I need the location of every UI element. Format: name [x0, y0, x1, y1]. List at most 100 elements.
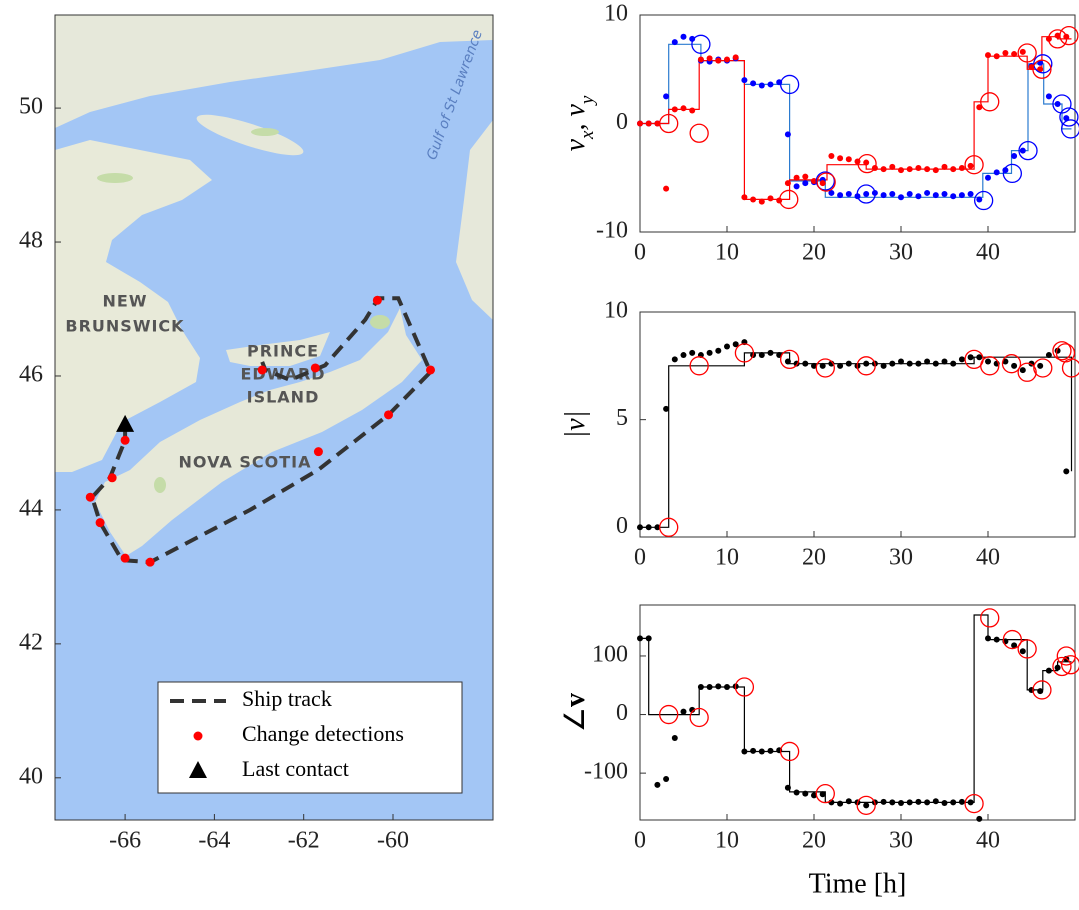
- change-detection: [121, 436, 130, 445]
- data-point: [707, 55, 713, 61]
- data-point: [959, 192, 965, 198]
- y-axis-label-part: v: [560, 693, 591, 707]
- data-point: [637, 121, 643, 127]
- data-point: [785, 785, 791, 791]
- change-detection: [258, 365, 267, 374]
- data-point: [907, 191, 913, 197]
- data-point: [950, 361, 956, 367]
- y-axis-label-part: y: [577, 95, 598, 106]
- change-detection: [146, 558, 155, 567]
- x-tick-label: 0: [634, 828, 646, 854]
- data-point: [968, 354, 974, 360]
- y-tick-label: 10: [604, 1, 628, 27]
- legend-swatch: [194, 732, 203, 741]
- data-point: [881, 363, 887, 369]
- region-label: ISLAND: [247, 388, 320, 407]
- data-point: [715, 683, 721, 689]
- data-point: [1046, 93, 1052, 99]
- x-tick-label: -60: [377, 828, 409, 854]
- data-point: [1046, 668, 1052, 674]
- data-point: [994, 637, 1000, 643]
- axes-frame: [640, 312, 1075, 537]
- data-point: [846, 798, 852, 804]
- x-tick-label: -64: [198, 828, 230, 854]
- y-axis-label: vx, vy: [560, 95, 597, 151]
- data-point: [942, 359, 948, 365]
- legend-label: Last contact: [242, 756, 349, 781]
- data-point: [985, 52, 991, 58]
- data-point: [1020, 49, 1026, 55]
- data-point: [802, 791, 808, 797]
- data-point: [942, 164, 948, 170]
- x-axis-label: Time [h]: [809, 868, 907, 899]
- data-point: [959, 356, 965, 362]
- x-tick-label: 30: [889, 240, 913, 266]
- data-point: [889, 164, 895, 170]
- data-point: [881, 799, 887, 805]
- x-tick-label: -66: [109, 828, 141, 854]
- x-tick-label: 10: [715, 545, 739, 571]
- data-point: [733, 54, 739, 60]
- data-point: [1055, 665, 1061, 671]
- data-point: [863, 802, 869, 808]
- data-point: [646, 121, 652, 127]
- x-tick-label: 20: [802, 240, 826, 266]
- y-axis-label-part: v: [560, 138, 591, 151]
- change-detection: [373, 296, 382, 305]
- y-tick-label: 46: [19, 361, 43, 387]
- data-point: [898, 359, 904, 365]
- change-detection: [426, 365, 435, 374]
- data-point: [846, 191, 852, 197]
- data-point: [950, 193, 956, 199]
- x-tick-label: 10: [715, 828, 739, 854]
- data-point: [750, 748, 756, 754]
- data-point: [985, 635, 991, 641]
- data-point: [959, 799, 965, 805]
- region-label: PRINCE: [247, 342, 319, 361]
- y-tick-label: 100: [592, 641, 628, 667]
- data-point: [863, 160, 869, 166]
- change-detection: [96, 518, 105, 527]
- x-tick-label: 40: [976, 545, 1000, 571]
- data-point: [672, 735, 678, 741]
- data-point: [924, 799, 930, 805]
- x-tick-label: 20: [802, 545, 826, 571]
- data-point: [1046, 352, 1052, 358]
- data-point: [1011, 153, 1017, 159]
- data-point: [802, 174, 808, 180]
- x-tick-label: 40: [976, 828, 1000, 854]
- data-point: [933, 192, 939, 198]
- data-point: [681, 105, 687, 111]
- data-point: [907, 166, 913, 172]
- data-point: [994, 169, 1000, 175]
- data-point: [802, 180, 808, 186]
- data-point: [846, 156, 852, 162]
- data-point: [1011, 363, 1017, 369]
- data-point: [681, 709, 687, 715]
- x-tick-label: 10: [715, 240, 739, 266]
- data-point: [741, 77, 747, 83]
- data-point: [1055, 101, 1061, 107]
- data-point: [924, 166, 930, 172]
- data-point: [942, 800, 948, 806]
- data-point: [889, 191, 895, 197]
- change-detection: [108, 473, 117, 482]
- data-point: [646, 524, 652, 530]
- data-point: [741, 194, 747, 200]
- data-point: [924, 359, 930, 365]
- data-point: [785, 131, 791, 137]
- region-label: NOVA SCOTIA: [179, 453, 312, 472]
- data-point: [759, 352, 765, 358]
- y-axis-label-part: , v: [560, 104, 591, 131]
- x-tick-label: 30: [889, 828, 913, 854]
- y-tick-label: 48: [19, 228, 43, 254]
- data-point: [698, 56, 704, 62]
- data-point: [1020, 367, 1026, 373]
- data-point: [1037, 688, 1043, 694]
- data-point: [820, 180, 826, 186]
- data-point: [637, 524, 643, 530]
- y-tick-label: -100: [584, 759, 628, 785]
- data-point: [794, 789, 800, 795]
- change-detection: [86, 493, 95, 502]
- x-tick-label: 20: [802, 828, 826, 854]
